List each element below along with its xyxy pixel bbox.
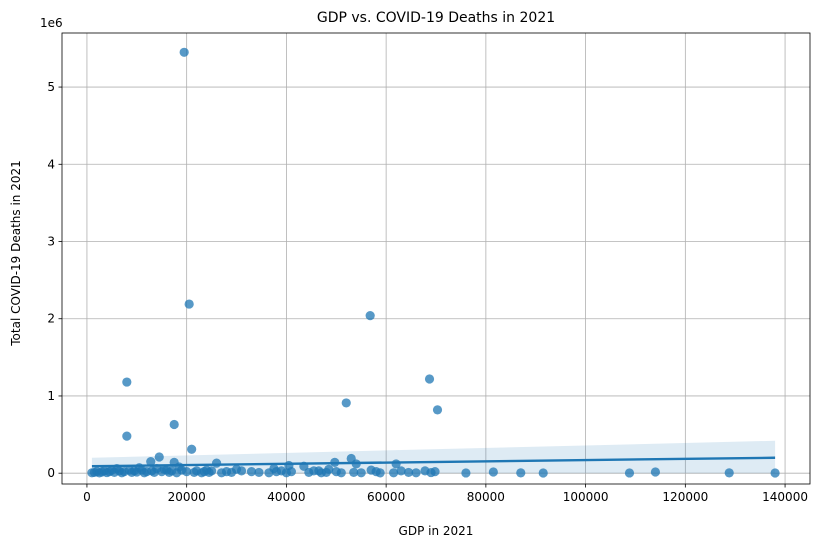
data-point bbox=[461, 468, 471, 478]
data-point bbox=[321, 467, 331, 478]
x-axis-label: GDP in 2021 bbox=[399, 524, 474, 538]
data-point bbox=[365, 311, 375, 321]
data-points bbox=[87, 47, 780, 478]
data-point bbox=[309, 466, 319, 476]
y-axis-ticks: 0 1 2 3 4 5 bbox=[47, 80, 62, 480]
data-point bbox=[389, 468, 399, 478]
data-point bbox=[403, 467, 414, 478]
data-point bbox=[336, 468, 346, 478]
data-point bbox=[426, 467, 436, 478]
data-point bbox=[122, 377, 132, 387]
data-point bbox=[624, 468, 635, 478]
x-tick-label: 80000 bbox=[467, 490, 505, 504]
data-point bbox=[122, 431, 132, 441]
data-point bbox=[349, 467, 359, 478]
data-point bbox=[516, 468, 526, 478]
data-point bbox=[182, 467, 192, 477]
data-point bbox=[254, 467, 264, 478]
data-point bbox=[146, 457, 156, 467]
chart-title: GDP vs. COVID-19 Deaths in 2021 bbox=[317, 10, 555, 26]
data-point bbox=[187, 444, 197, 454]
data-point bbox=[264, 468, 274, 478]
data-point bbox=[432, 405, 443, 415]
data-point bbox=[154, 452, 164, 462]
y-tick-label: 5 bbox=[47, 80, 55, 94]
y-tick-label: 0 bbox=[47, 466, 55, 480]
x-tick-label: 40000 bbox=[267, 490, 305, 504]
y-tick-label: 1 bbox=[47, 389, 55, 403]
data-point bbox=[770, 468, 780, 478]
x-tick-label: 100000 bbox=[563, 490, 609, 504]
data-point bbox=[375, 468, 385, 478]
x-tick-label: 120000 bbox=[662, 490, 708, 504]
data-point bbox=[236, 466, 247, 476]
data-point bbox=[411, 468, 421, 478]
data-point bbox=[396, 466, 406, 476]
data-point bbox=[207, 466, 217, 476]
y-tick-label: 2 bbox=[47, 312, 55, 326]
x-tick-label: 20000 bbox=[168, 490, 206, 504]
plot-frame bbox=[61, 32, 811, 485]
data-point bbox=[179, 47, 189, 57]
data-point bbox=[538, 468, 548, 478]
regression-line bbox=[91, 456, 776, 468]
y-tick-label: 4 bbox=[47, 157, 55, 171]
data-point bbox=[724, 468, 734, 478]
data-point bbox=[424, 374, 435, 384]
x-tick-label: 140000 bbox=[762, 490, 808, 504]
data-point bbox=[356, 468, 366, 478]
y-tick-label: 3 bbox=[47, 235, 55, 249]
x-tick-label: 60000 bbox=[367, 490, 405, 504]
x-axis-ticks: 0 20000 40000 60000 80000 100000 120000 140000 bbox=[83, 484, 808, 504]
data-point bbox=[650, 467, 661, 477]
grid-lines bbox=[62, 33, 810, 484]
y-axis-offset-label: 1e6 bbox=[40, 16, 63, 30]
data-point bbox=[169, 419, 179, 430]
data-point bbox=[341, 398, 351, 408]
y-axis-label: Total COVID-19 Deaths in 2021 bbox=[9, 160, 23, 347]
data-point bbox=[246, 467, 257, 477]
data-point bbox=[211, 458, 222, 468]
x-tick-label: 0 bbox=[83, 490, 91, 504]
data-point bbox=[226, 467, 237, 478]
regression-line-group bbox=[91, 456, 776, 468]
data-point bbox=[286, 467, 296, 477]
data-point bbox=[184, 299, 194, 309]
data-point bbox=[488, 467, 498, 477]
